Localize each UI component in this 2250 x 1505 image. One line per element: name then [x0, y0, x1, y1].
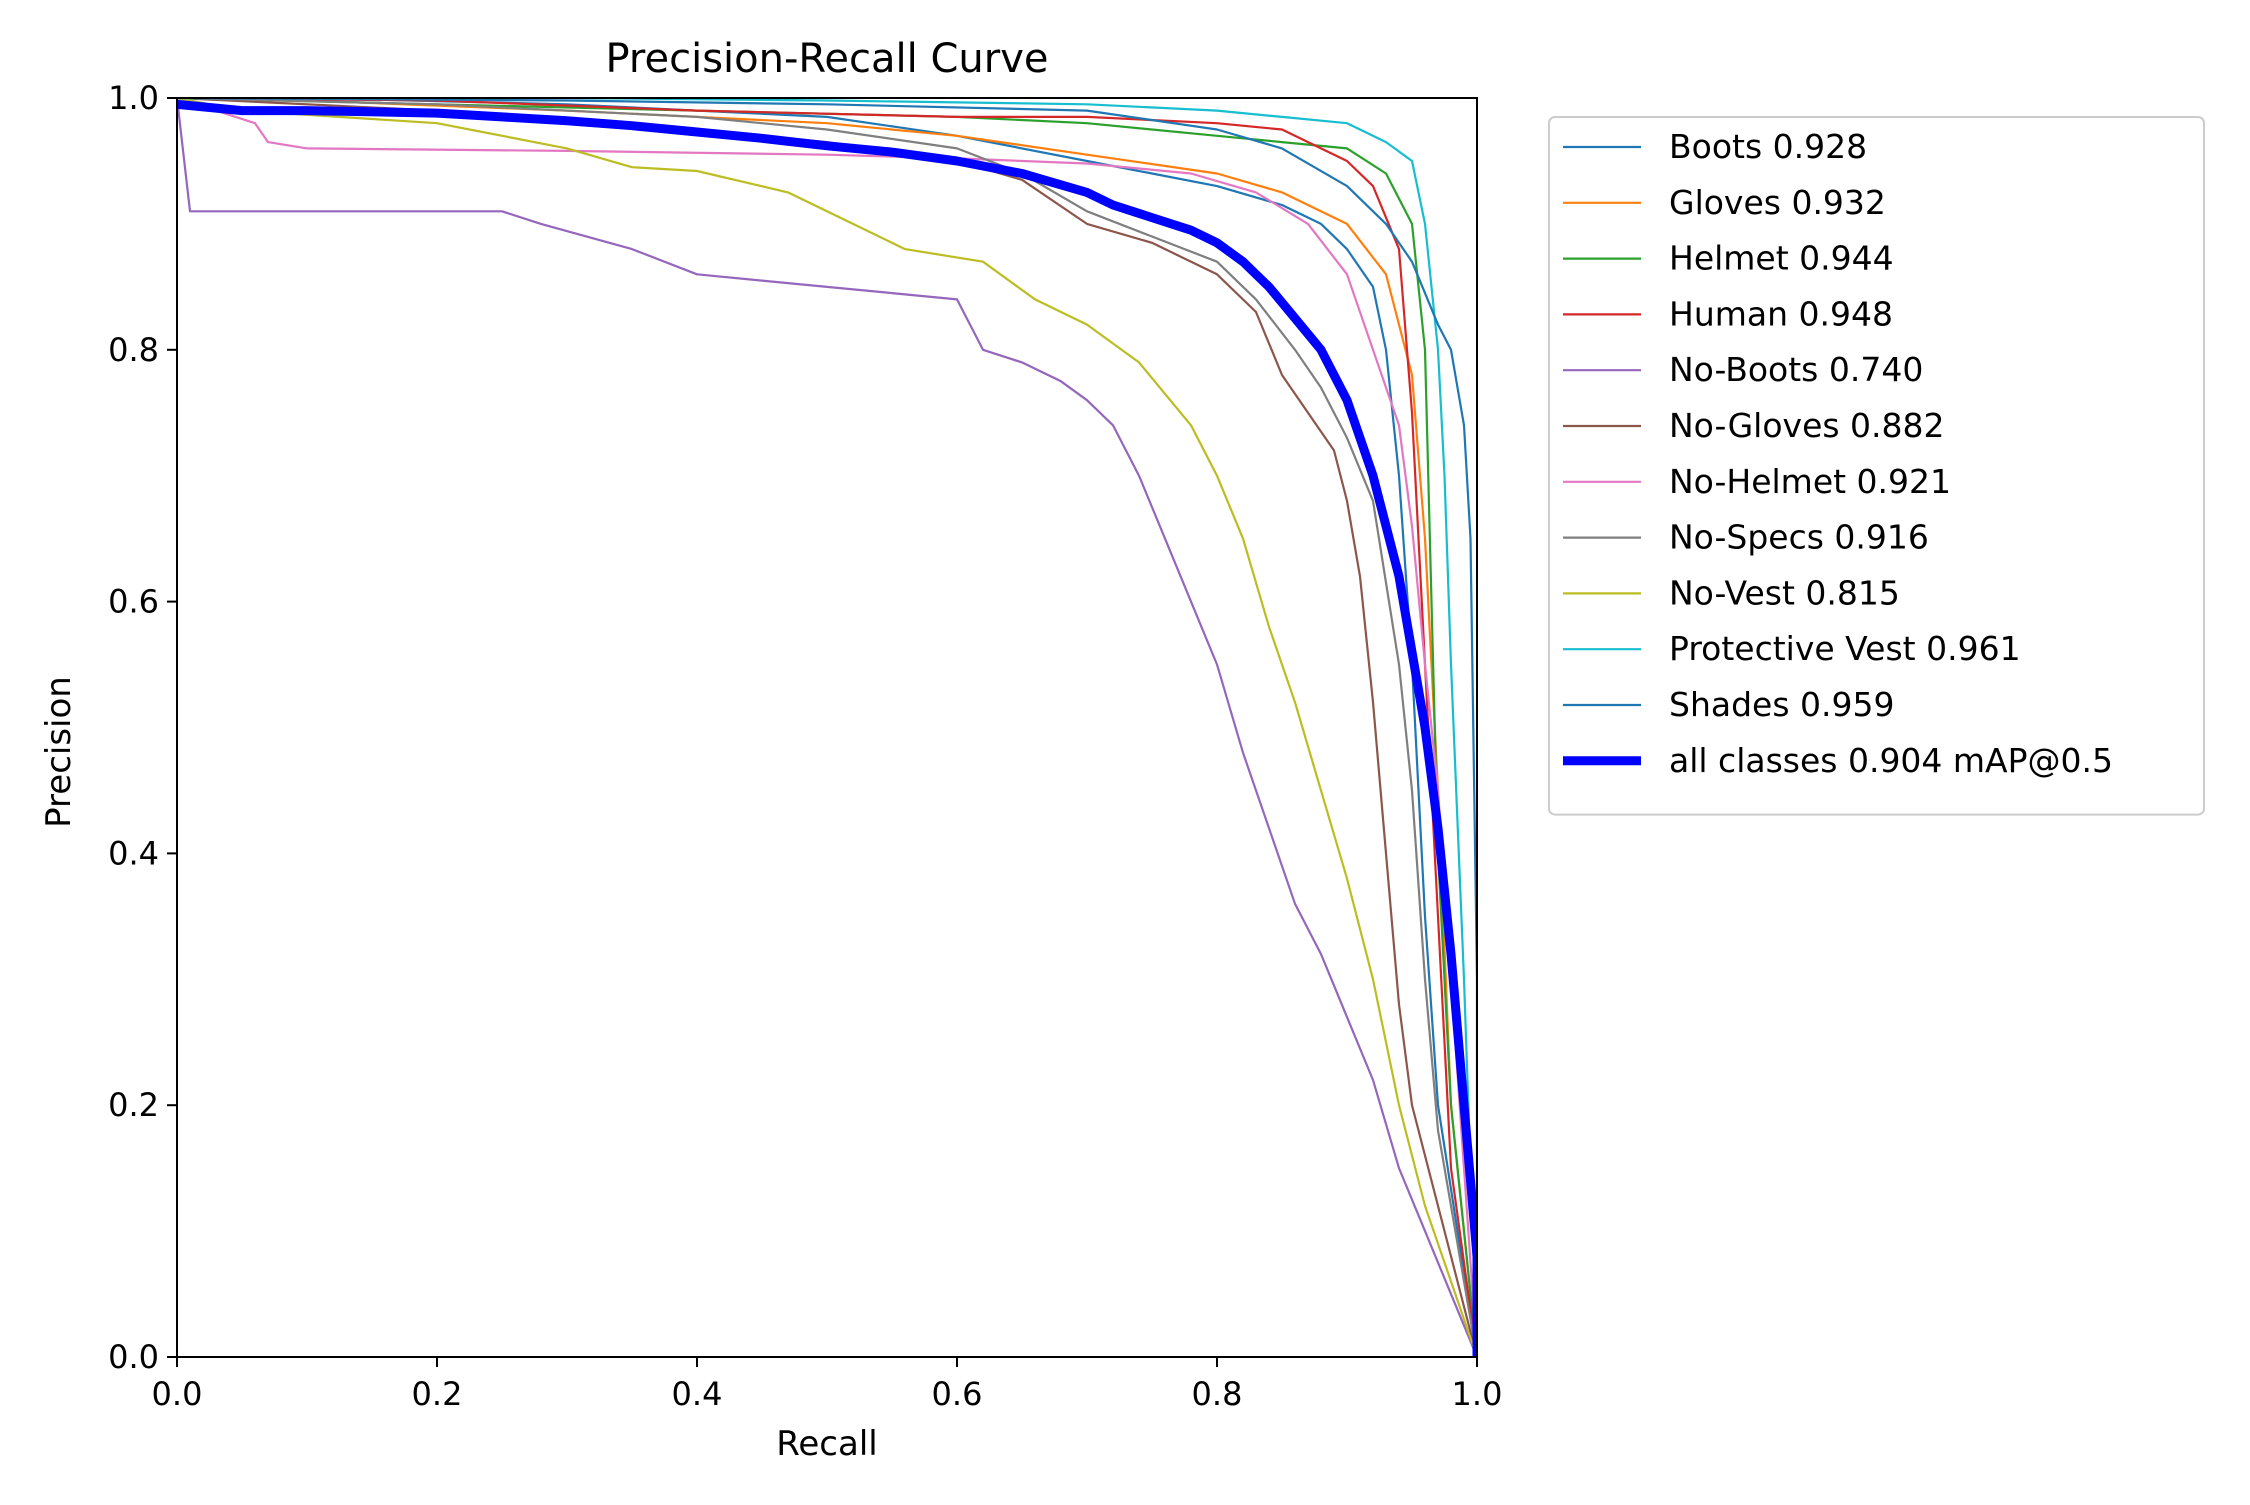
legend: Boots 0.928 Gloves 0.932 Helmet 0.944 Human…	[1548, 116, 2205, 816]
x-axis-label: Recall	[776, 1424, 877, 1464]
legend-label: Boots 0.928	[1669, 127, 1867, 166]
legend-label: Gloves 0.932	[1669, 183, 1886, 222]
y-axis-label: Precision	[39, 676, 79, 828]
series-line-7	[177, 98, 1477, 1357]
legend-label: No-Gloves 0.882	[1669, 406, 1945, 445]
legend-label: No-Vest 0.815	[1669, 573, 1900, 612]
series-line-8	[177, 98, 1477, 1357]
plot-frame	[176, 97, 1478, 1358]
legend-label: Shades 0.959	[1669, 685, 1895, 724]
chart-title: Precision-Recall Curve	[606, 36, 1049, 82]
axes: 0.0 0.2 0.4 0.6 0.8 1.0 0.0 0.2 0.4 0.6 0.8 1.0	[108, 79, 1502, 1413]
series-line-10	[177, 98, 1477, 1357]
plot-area	[177, 98, 1477, 1357]
legend-label: Protective Vest 0.961	[1669, 629, 2021, 668]
legend-label: No-Helmet 0.921	[1669, 462, 1951, 501]
legend-label: Human 0.948	[1669, 294, 1893, 333]
y-tick-label: 0.2	[108, 1086, 159, 1124]
y-tick-label: 1.0	[108, 79, 159, 117]
x-tick-label: 0.2	[412, 1375, 463, 1413]
y-tick-label: 0.4	[108, 834, 159, 872]
series-line-9	[177, 98, 1477, 1357]
series-line-11	[177, 99, 1477, 1357]
series-line-4	[177, 98, 1477, 1357]
x-tick-label: 0.4	[672, 1375, 723, 1413]
legend-label: No-Specs 0.916	[1669, 518, 1929, 557]
x-tick-label: 0.0	[152, 1375, 203, 1413]
legend-label: all classes 0.904 mAP@0.5	[1669, 741, 2113, 780]
legend-label: No-Boots 0.740	[1669, 350, 1923, 389]
y-tick-label: 0.0	[108, 1338, 159, 1376]
x-tick-label: 0.6	[932, 1375, 983, 1413]
y-tick-label: 0.6	[108, 583, 159, 621]
legend-box	[1548, 116, 2205, 816]
series-line-6	[177, 98, 1477, 1357]
x-tick-label: 1.0	[1452, 1375, 1503, 1413]
legend-label: Helmet 0.944	[1669, 239, 1894, 278]
y-tick-label: 0.8	[108, 331, 159, 369]
x-tick-label: 0.8	[1192, 1375, 1243, 1413]
